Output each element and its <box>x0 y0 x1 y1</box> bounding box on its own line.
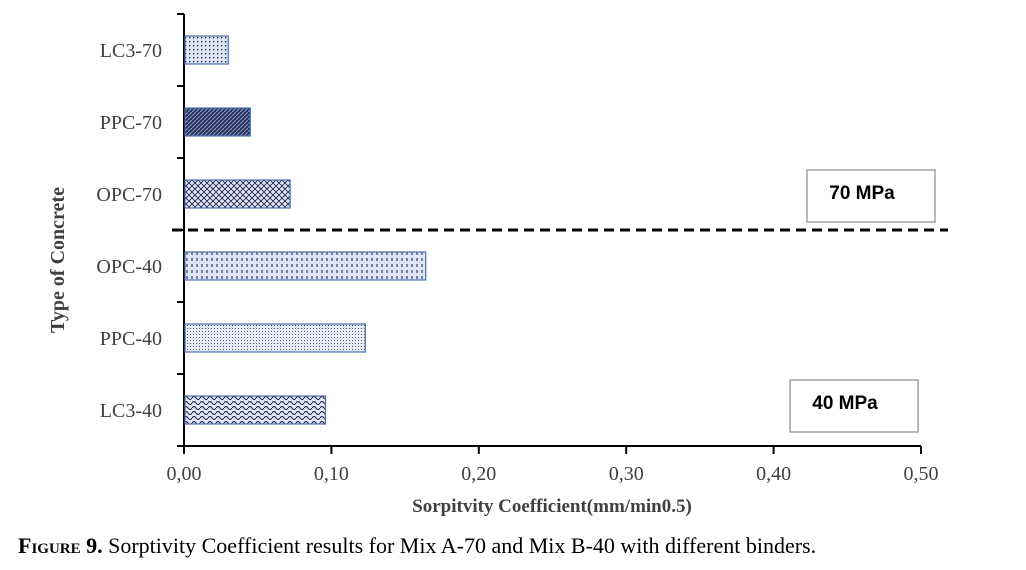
y-tick-label: LC3-70 <box>100 40 162 62</box>
bar-chart: 0,00 0,10 0,20 0,30 0,40 0,50 LC3-70 PPC-70 OPC-… <box>47 13 948 517</box>
annotation-box-70 <box>806 169 936 223</box>
figure-caption: Figure 9. Sorptivity Coefficient results… <box>18 533 816 559</box>
labels: 0,00 0,10 0,20 0,30 0,40 0,50 LC3-70 PPC-70 OPC-… <box>96 40 938 485</box>
bar-ppc-40 <box>184 323 366 353</box>
annotation-box-40 <box>789 379 919 433</box>
x-tick-label: 0,10 <box>314 463 349 485</box>
annotation-40-mpa: 40 MPa <box>812 393 878 414</box>
x-tick-label: 0,50 <box>904 463 939 485</box>
bar-ppc-70 <box>184 107 251 137</box>
y-axis-title: Type of Concrete <box>47 187 69 333</box>
x-tick-label: 0,20 <box>461 463 496 485</box>
y-tick-label: PPC-70 <box>100 112 162 134</box>
bar-opc-40 <box>184 251 427 281</box>
x-axis-title: Sorpitvity Coefficient(mm/min0.5) <box>412 496 692 517</box>
y-tick-label: OPC-70 <box>96 184 162 206</box>
caption-label: Figure 9. <box>18 533 103 558</box>
y-tick-label: OPC-40 <box>96 256 162 278</box>
bar-lc3-40 <box>184 395 327 425</box>
bars <box>184 35 427 425</box>
x-tick-label: 0,40 <box>756 463 791 485</box>
x-tick-label: 0,30 <box>609 463 644 485</box>
y-tick-label: LC3-40 <box>100 400 162 422</box>
y-tick-label: PPC-40 <box>100 328 162 350</box>
x-tick-label: 0,00 <box>167 463 202 485</box>
caption-text: Sorptivity Coefficient results for Mix A… <box>102 533 817 558</box>
bar-lc3-70 <box>184 35 229 65</box>
annotation-70-mpa: 70 MPa <box>829 183 895 204</box>
bar-opc-70 <box>184 179 291 209</box>
